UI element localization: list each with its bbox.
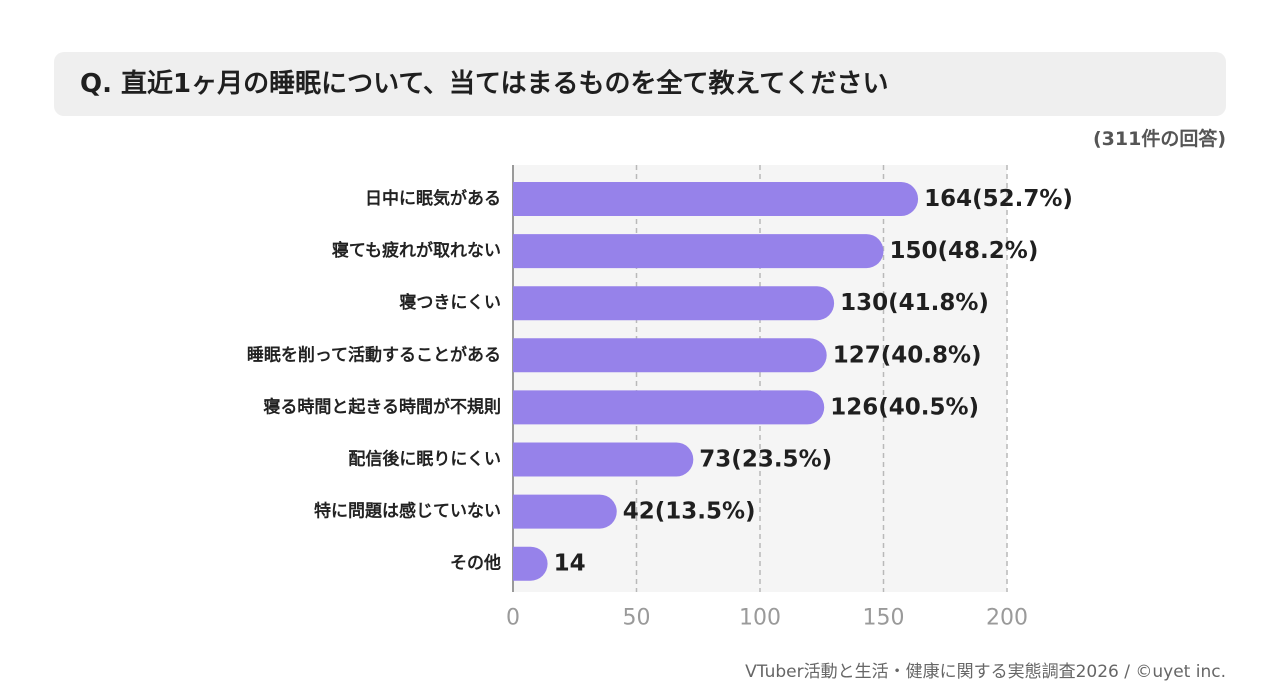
bar [513, 390, 825, 425]
category-label: その他 [450, 553, 501, 574]
data-label: 130(41.8%) [840, 290, 989, 316]
bar [513, 494, 617, 529]
category-label: 配信後に眠りにくい [348, 449, 501, 470]
category-label: 日中に眠気がある [365, 188, 501, 209]
data-label: 164(52.7%) [924, 186, 1073, 212]
x-tick-label: 200 [986, 606, 1028, 631]
data-label: 14 [554, 551, 586, 577]
category-label: 寝つきにくい [399, 292, 501, 313]
response-count: (311件の回答) [1092, 128, 1226, 150]
category-label: 睡眠を削って活動することがある [247, 344, 501, 365]
question-title: Q. 直近1ヶ月の睡眠について、当てはまるものを全て教えてください [80, 69, 889, 99]
bar [513, 442, 694, 477]
category-label: 寝ても疲れが取れない [332, 240, 501, 261]
bar [513, 234, 884, 269]
bar [513, 182, 919, 216]
question-banner: Q. 直近1ヶ月の睡眠について、当てはまるものを全て教えてください [54, 52, 1226, 116]
bar [513, 286, 835, 321]
bar [513, 546, 548, 581]
data-label: 73(23.5%) [699, 447, 832, 473]
data-label: 127(40.8%) [833, 342, 982, 368]
source-note: VTuber活動と生活・健康に関する実態調査2026 / ©uyet inc. [745, 662, 1226, 682]
x-tick-label: 150 [863, 606, 905, 631]
x-tick-label: 0 [506, 606, 520, 631]
x-tick-label: 50 [623, 606, 651, 631]
data-label: 150(48.2%) [890, 238, 1039, 264]
bar [513, 338, 827, 373]
data-label: 126(40.5%) [830, 394, 979, 420]
data-label: 42(13.5%) [623, 499, 756, 525]
category-label: 寝る時間と起きる時間が不規則 [263, 396, 501, 417]
x-tick-label: 100 [739, 606, 781, 631]
category-label: 特に問題は感じていない [314, 501, 501, 522]
